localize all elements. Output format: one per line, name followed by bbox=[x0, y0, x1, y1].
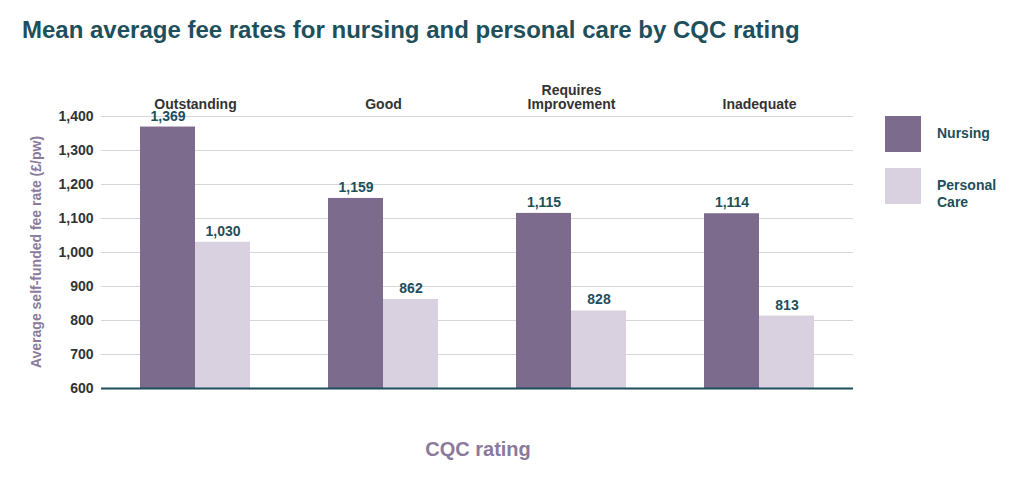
html-text:Personal Care: Personal Care bbox=[937, 177, 997, 210]
svg-text:600: 600 bbox=[70, 380, 94, 396]
html-text:Average self-funded fee rate (: Average self-funded fee rate (£/pw) bbox=[28, 136, 44, 368]
svg-text:900: 900 bbox=[70, 278, 94, 294]
svg-text:1,115: 1,115 bbox=[527, 194, 561, 210]
svg-text:1,100: 1,100 bbox=[58, 210, 93, 226]
svg-text:1,200: 1,200 bbox=[58, 176, 93, 192]
svg-text:1,114: 1,114 bbox=[715, 194, 749, 210]
svg-text:1,369: 1,369 bbox=[150, 107, 186, 124]
svg-text:Good: Good bbox=[365, 96, 402, 112]
svg-text:Inadequate: Inadequate bbox=[723, 96, 797, 112]
svg-text:1,000: 1,000 bbox=[58, 244, 93, 260]
svg-text:1,030: 1,030 bbox=[205, 223, 240, 239]
html-text:Nursing: Nursing bbox=[937, 125, 990, 141]
svg-text:828: 828 bbox=[587, 291, 611, 307]
svg-text:862: 862 bbox=[399, 280, 423, 296]
svg-text:1,400: 1,400 bbox=[58, 108, 93, 124]
svg-text:Outstanding: Outstanding bbox=[154, 96, 236, 112]
svg-text:1,159: 1,159 bbox=[338, 179, 373, 195]
svg-text:700: 700 bbox=[70, 346, 94, 362]
html-text:CQC rating: CQC rating bbox=[425, 438, 531, 460]
svg-text:800: 800 bbox=[70, 312, 94, 328]
svg-text:813: 813 bbox=[775, 297, 799, 313]
svg-text:RequiresImprovement: RequiresImprovement bbox=[528, 82, 616, 112]
html-text:Mean average fee rates for nur: Mean average fee rates for nursing and p… bbox=[22, 16, 800, 43]
svg-text:1,300: 1,300 bbox=[58, 142, 93, 158]
